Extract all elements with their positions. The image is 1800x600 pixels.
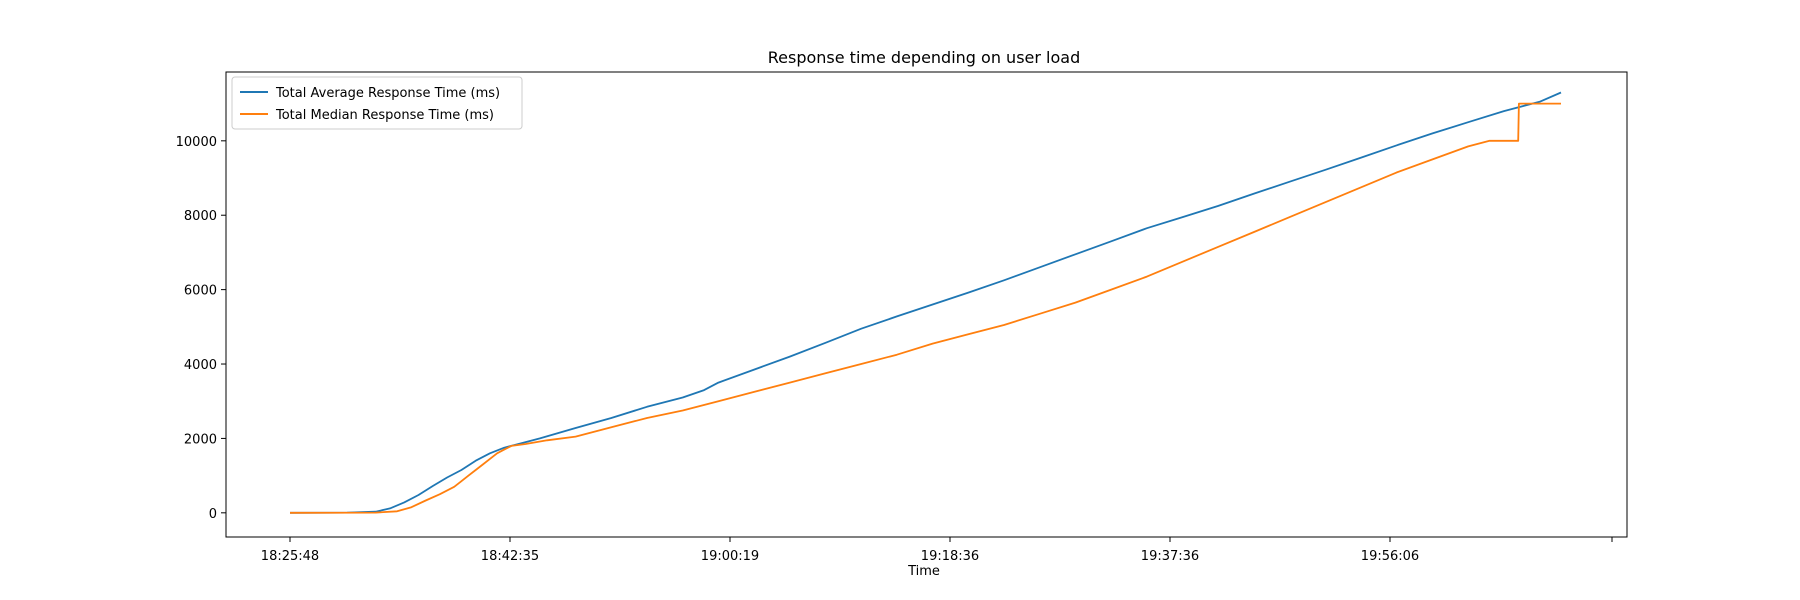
x-tick-label: 19:18:36 bbox=[921, 549, 979, 564]
x-tick-label: 19:56:06 bbox=[1361, 549, 1419, 564]
x-tick-label: 18:42:35 bbox=[481, 549, 539, 564]
plot-frame bbox=[225, 71, 1628, 538]
x-tick-label: 19:00:19 bbox=[701, 549, 759, 564]
series-line-0 bbox=[289, 91, 1562, 514]
x-tick-label: 19:37:36 bbox=[1141, 549, 1199, 564]
y-tick-label: 10000 bbox=[176, 135, 217, 150]
y-tick-label: 4000 bbox=[184, 358, 217, 373]
series-line-1 bbox=[289, 102, 1561, 514]
x-axis-label: Time bbox=[907, 564, 940, 579]
y-tick-label: 0 bbox=[209, 507, 217, 522]
x-axis: 18:25:48 18:42:35 19:00:19 19:18:36 19:37:36… bbox=[261, 537, 1613, 564]
legend-label-0: Total Average Response Time (ms) bbox=[275, 86, 500, 101]
plot-area bbox=[289, 91, 1562, 514]
y-tick-label: 2000 bbox=[184, 432, 217, 447]
legend: Total Average Response Time (ms) Total Me… bbox=[231, 76, 523, 130]
y-tick-label: 6000 bbox=[184, 284, 217, 299]
y-axis: 0 2000 4000 6000 8000 10000 bbox=[176, 135, 226, 522]
y-tick-label: 8000 bbox=[184, 209, 217, 224]
legend-box bbox=[231, 76, 523, 130]
x-tick-label: 18:25:48 bbox=[261, 549, 319, 564]
chart-title: Response time depending on user load bbox=[768, 48, 1080, 67]
legend-label-1: Total Median Response Time (ms) bbox=[275, 108, 494, 123]
